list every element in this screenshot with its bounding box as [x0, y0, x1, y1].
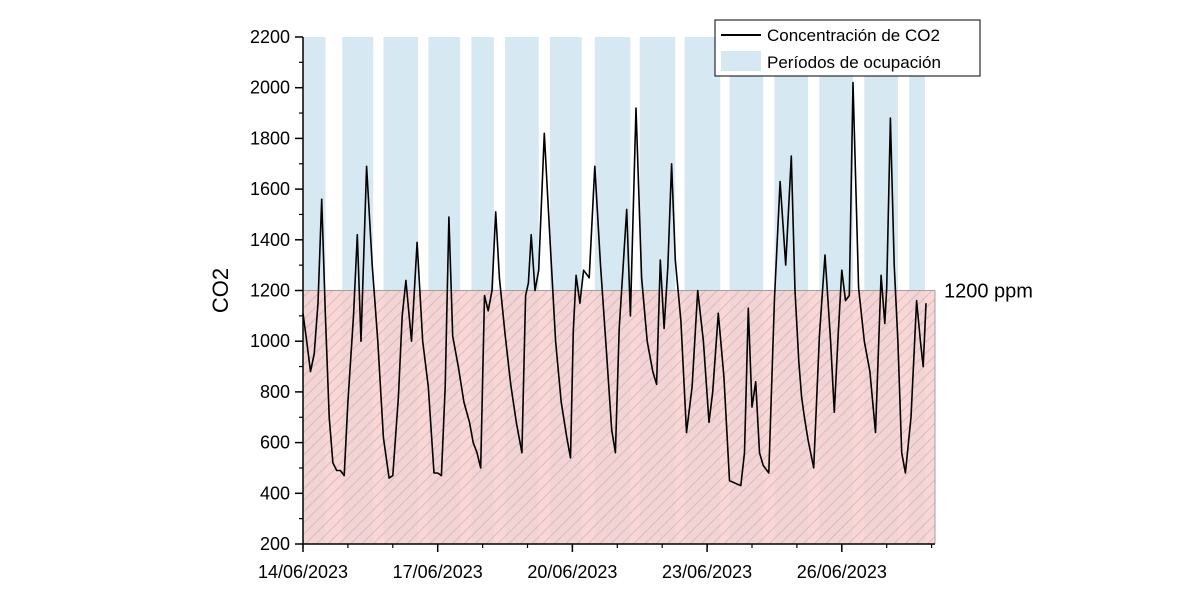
y-tick-label: 1000	[250, 331, 290, 351]
x-tick-label: 17/06/2023	[393, 562, 483, 582]
x-tick-label: 14/06/2023	[258, 562, 348, 582]
legend-entry-occupancy: Períodos de ocupación	[767, 53, 941, 72]
y-tick-label: 2000	[250, 78, 290, 98]
y-tick-label: 2200	[250, 27, 290, 47]
y-tick-label: 1600	[250, 179, 290, 199]
y-tick-label: 800	[260, 382, 290, 402]
y-axis-title: CO2	[208, 268, 233, 313]
co2-series	[302, 81, 927, 487]
legend-occupancy-swatch	[721, 51, 761, 71]
legend-entry-co2: Concentración de CO2	[767, 26, 940, 45]
x-tick-label: 20/06/2023	[527, 562, 617, 582]
y-tick-label: 1400	[250, 230, 290, 250]
y-tick-label: 600	[260, 433, 290, 453]
y-tick-label: 400	[260, 483, 290, 503]
x-tick-label: 26/06/2023	[797, 562, 887, 582]
y-tick-label: 200	[260, 534, 290, 554]
co2-line	[302, 81, 927, 487]
threshold-label: 1200 ppm	[944, 281, 1033, 303]
axes: 200 400 600 800 1000 1200 1400 1600 1800 2000 2200…	[250, 27, 935, 582]
x-tick-label: 23/06/2023	[662, 562, 752, 582]
y-tick-label: 1200	[250, 281, 290, 301]
y-tick-label: 1800	[250, 128, 290, 148]
legend: Concentración de CO2 Períodos de ocupació…	[714, 19, 981, 77]
